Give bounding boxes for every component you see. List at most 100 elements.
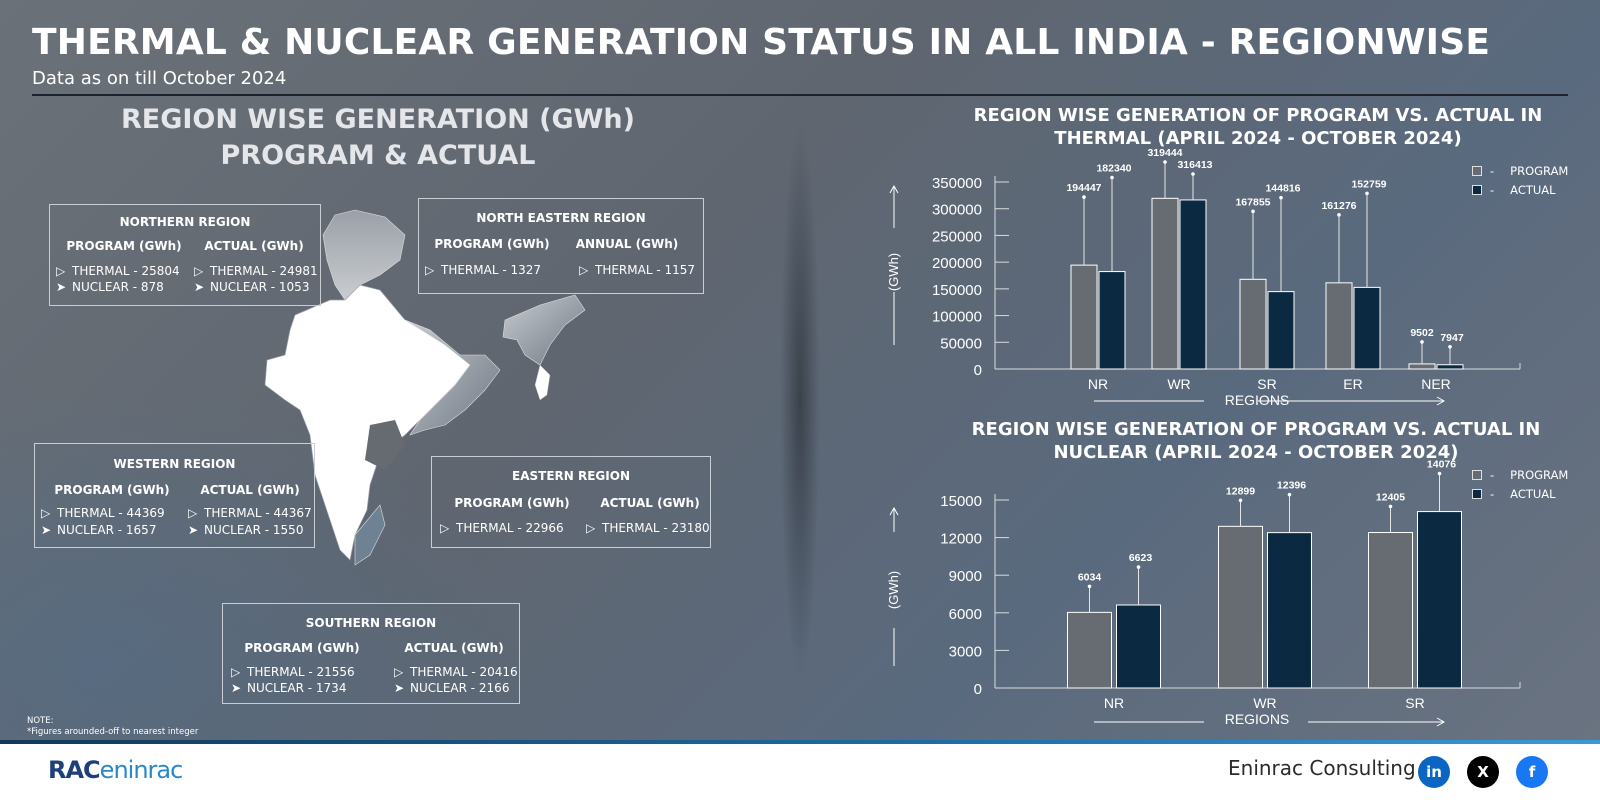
thermal-chart-legend: - PROGRAM - ACTUAL bbox=[1472, 161, 1568, 199]
program-data-label: 12899 bbox=[1226, 485, 1255, 497]
region-title: NORTHERN REGION bbox=[119, 215, 251, 229]
nuclear-chart-title-line2: NUCLEAR (APRIL 2024 - OCTOBER 2024) bbox=[1053, 442, 1459, 463]
actual-data-label: 12396 bbox=[1277, 480, 1306, 492]
legend-actual: - ACTUAL bbox=[1472, 180, 1568, 199]
x-category-label: NR bbox=[1104, 695, 1124, 711]
actual-nuclear-value: NUCLEAR - 1053 bbox=[210, 280, 310, 294]
program-data-label: 161276 bbox=[1321, 200, 1356, 212]
program-leader-dot bbox=[1163, 160, 1167, 164]
program-leader-dot bbox=[1251, 209, 1255, 214]
program-bar-er bbox=[1325, 282, 1353, 370]
northern-region-box: NORTHERN REGION PROGRAM (GWh) ACTUAL (GW… bbox=[49, 204, 321, 306]
program-data-label: 319444 bbox=[1147, 147, 1182, 159]
map-sri-lanka bbox=[534, 364, 551, 401]
actual-data-label: 152759 bbox=[1351, 178, 1386, 190]
program-thermal-item: ▷ THERMAL - 25804 bbox=[56, 264, 180, 278]
thermal-chart-title: REGION WISE GENERATION OF PROGRAM VS. AC… bbox=[948, 104, 1568, 150]
actual-column-header: ACTUAL (GWh) bbox=[404, 641, 504, 655]
actual-leader-dot bbox=[1279, 195, 1283, 200]
program-thermal-value: THERMAL - 44369 bbox=[57, 506, 165, 520]
program-thermal-item: ▷ THERMAL - 22966 bbox=[440, 521, 564, 535]
actual-data-label: 316413 bbox=[1177, 159, 1212, 171]
facebook-icon[interactable]: f bbox=[1516, 756, 1548, 788]
arrow-right-icon bbox=[1436, 717, 1446, 727]
background-shade bbox=[0, 380, 520, 740]
chevron-outline-icon: ▷ bbox=[41, 506, 51, 520]
program-bar-nr bbox=[1070, 264, 1098, 370]
annual-thermal-value: THERMAL - 1157 bbox=[595, 263, 696, 277]
actual-leader-dot bbox=[1110, 175, 1114, 180]
program-data-label: 9502 bbox=[1410, 327, 1434, 339]
chevron-solid-icon: ➤ bbox=[394, 681, 405, 695]
program-thermal-value: THERMAL - 25804 bbox=[72, 264, 180, 278]
legend-dash: - bbox=[1490, 467, 1495, 482]
actual-nuclear-item: ➤ NUCLEAR - 2166 bbox=[394, 681, 509, 695]
chevron-solid-icon: ➤ bbox=[188, 523, 199, 537]
footer: RACeninrac Eninrac Consulting in X f bbox=[0, 744, 1600, 800]
left-heading-line2: PROGRAM & ACTUAL bbox=[220, 140, 536, 171]
program-leader-dot bbox=[1082, 195, 1086, 199]
legend-actual: - ACTUAL bbox=[1472, 484, 1568, 503]
x-category-label: SR bbox=[1257, 376, 1276, 392]
linkedin-icon[interactable]: in bbox=[1418, 756, 1450, 788]
chevron-solid-icon: ➤ bbox=[194, 280, 205, 294]
program-leader-dot bbox=[1388, 504, 1393, 509]
actual-data-label: 6623 bbox=[1129, 552, 1153, 564]
actual-bar-wr bbox=[1179, 199, 1207, 370]
legend-dash: - bbox=[1490, 163, 1495, 178]
actual-data-label: 14076 bbox=[1427, 459, 1456, 471]
y-tick-label: 150000 bbox=[932, 282, 982, 299]
actual-leader-dot bbox=[1437, 471, 1442, 476]
thermal-chart-title-line1: REGION WISE GENERATION OF PROGRAM VS. AC… bbox=[973, 105, 1543, 126]
program-thermal-value: THERMAL - 1327 bbox=[441, 263, 542, 277]
actual-bar-sr bbox=[1417, 511, 1462, 689]
map-south-tip bbox=[354, 504, 386, 566]
program-data-label: 167855 bbox=[1235, 196, 1270, 208]
india-map bbox=[264, 209, 586, 566]
program-leader-dot bbox=[1420, 340, 1424, 344]
map-grey-patch bbox=[365, 420, 405, 470]
actual-bar-nr bbox=[1098, 271, 1126, 370]
chevron-solid-icon: ➤ bbox=[41, 523, 52, 537]
annual-thermal-item: ▷ THERMAL - 1157 bbox=[579, 263, 695, 277]
actual-data-label: 182340 bbox=[1096, 163, 1131, 175]
x-icon[interactable]: X bbox=[1467, 756, 1499, 788]
y-tick-label: 0 bbox=[974, 362, 982, 379]
program-column-header: PROGRAM (GWh) bbox=[244, 641, 360, 655]
y-tick-label: 100000 bbox=[932, 309, 982, 326]
program-nuclear-item: ➤ NUCLEAR - 1657 bbox=[41, 523, 156, 537]
eastern-region-box: EASTERN REGION PROGRAM (GWh) ACTUAL (GWh… bbox=[431, 456, 711, 548]
actual-bar-sr bbox=[1267, 291, 1295, 370]
program-bar-nr bbox=[1067, 611, 1112, 689]
region-title: NORTH EASTERN REGION bbox=[476, 211, 646, 225]
actual-leader-dot bbox=[1448, 344, 1452, 349]
arrow-up-icon bbox=[889, 184, 899, 194]
legend-actual-label: ACTUAL bbox=[1510, 486, 1556, 501]
actual-column-header: ACTUAL (GWh) bbox=[204, 239, 304, 253]
x-category-label: SR bbox=[1405, 695, 1424, 711]
legend-program: - PROGRAM bbox=[1472, 161, 1568, 180]
chevron-outline-icon: ▷ bbox=[579, 263, 589, 277]
southern-region-box: SOUTHERN REGION PROGRAM (GWh) ACTUAL (GW… bbox=[222, 603, 520, 704]
legend-program: - PROGRAM bbox=[1472, 465, 1568, 484]
y-tick-label: 200000 bbox=[932, 255, 982, 272]
program-swatch bbox=[1472, 165, 1482, 176]
header-divider bbox=[32, 94, 1568, 96]
actual-thermal-item: ▷ THERMAL - 24981 bbox=[194, 264, 318, 278]
region-title: SOUTHERN REGION bbox=[305, 616, 437, 630]
y-tick-label: 350000 bbox=[932, 175, 982, 192]
western-region-box: WESTERN REGION PROGRAM (GWh) ACTUAL (GWh… bbox=[34, 443, 315, 548]
chevron-solid-icon: ➤ bbox=[56, 280, 67, 294]
x-axis-label: REGIONS bbox=[1225, 392, 1290, 408]
region-title: EASTERN REGION bbox=[512, 469, 630, 483]
x-category-label: ER bbox=[1343, 376, 1362, 392]
eninrac-logo[interactable]: RACeninrac bbox=[48, 756, 183, 784]
y-axis-label: (GWh) bbox=[886, 571, 901, 609]
program-thermal-value: THERMAL - 22966 bbox=[456, 521, 564, 535]
program-data-label: 194447 bbox=[1066, 182, 1101, 194]
program-nuclear-item: ➤ NUCLEAR - 878 bbox=[56, 280, 164, 294]
region-title: WESTERN REGION bbox=[113, 457, 236, 471]
x-category-label: WR bbox=[1253, 695, 1276, 711]
program-column-header: PROGRAM (GWh) bbox=[434, 237, 550, 251]
actual-bar-nr bbox=[1116, 604, 1161, 689]
